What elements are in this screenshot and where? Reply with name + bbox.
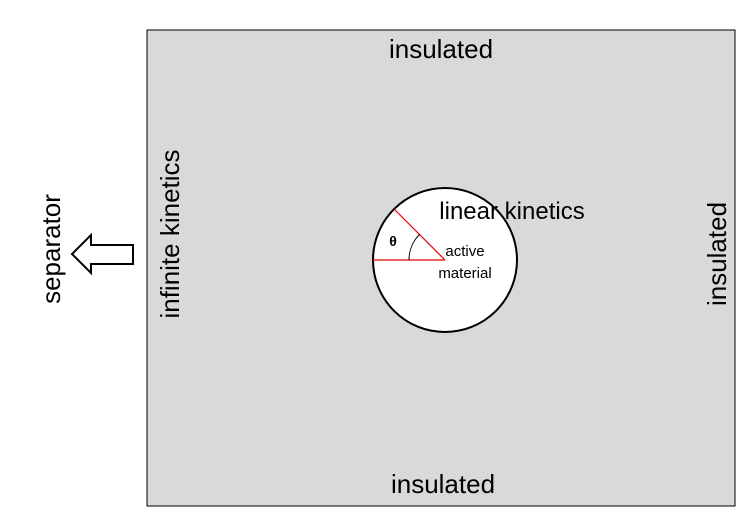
particle-label-line2: material <box>438 265 491 282</box>
bottom-boundary-label: insulated <box>391 469 495 499</box>
top-boundary-label: insulated <box>389 34 493 64</box>
particle-boundary-label: linear kinetics <box>439 198 584 225</box>
angle-arc <box>408 233 421 261</box>
right-boundary-label: insulated <box>702 202 732 306</box>
left-arrow-icon <box>70 232 134 276</box>
left-boundary-label: infinite kinetics <box>155 149 185 318</box>
separator-label: separator <box>36 194 66 304</box>
particle-label-line1: active <box>445 243 484 260</box>
angle-label: θ <box>389 233 397 249</box>
